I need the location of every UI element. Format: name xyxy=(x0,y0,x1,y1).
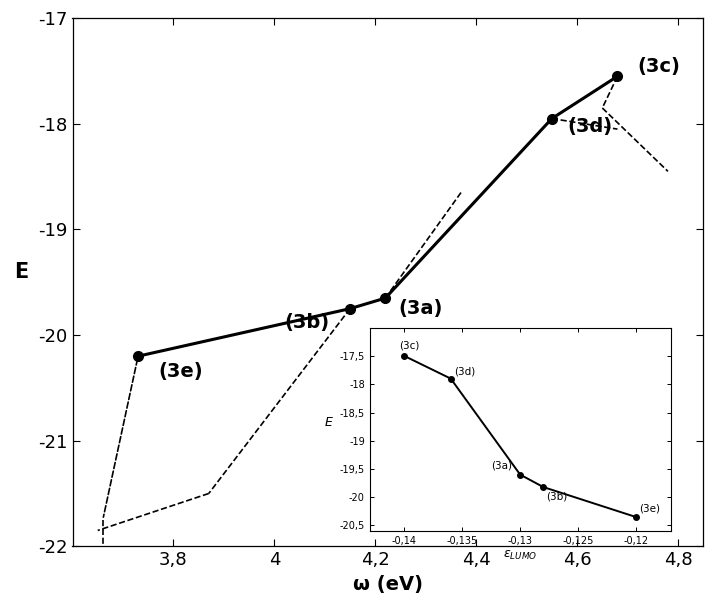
Text: (3b): (3b) xyxy=(284,313,330,331)
Text: (3e): (3e) xyxy=(158,362,203,381)
Text: (3c): (3c) xyxy=(399,341,419,351)
Y-axis label: E: E xyxy=(14,262,28,282)
Text: (3c): (3c) xyxy=(638,57,681,76)
Text: (3a): (3a) xyxy=(398,299,442,318)
Text: (3b): (3b) xyxy=(546,492,567,501)
Text: (3d): (3d) xyxy=(567,117,612,137)
Text: (3d): (3d) xyxy=(455,366,476,376)
Y-axis label: $E$: $E$ xyxy=(323,416,334,430)
Text: (3e): (3e) xyxy=(639,504,660,514)
X-axis label: ω (eV): ω (eV) xyxy=(353,575,423,594)
X-axis label: $\varepsilon_{LUMO}$: $\varepsilon_{LUMO}$ xyxy=(503,549,537,562)
Text: (3a): (3a) xyxy=(492,461,513,471)
